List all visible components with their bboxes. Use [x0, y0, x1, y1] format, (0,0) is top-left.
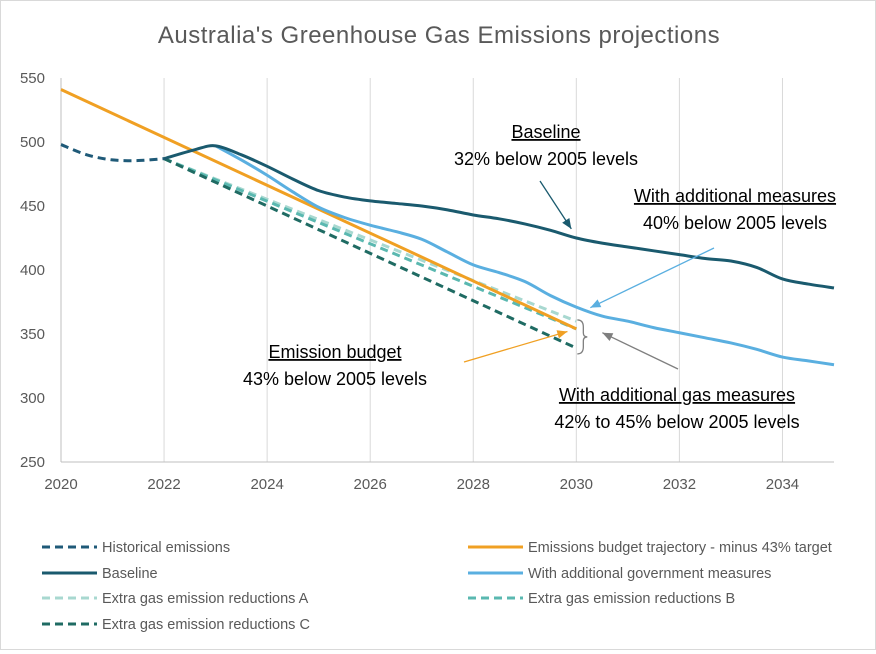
annotation-text-budget: 43% below 2005 levels [243, 369, 427, 389]
annotation-heading-additional: With additional measures [634, 186, 836, 206]
x-tick-label-2024: 2024 [250, 476, 283, 493]
annotations: Baseline 32% below 2005 levels With additi… [243, 122, 836, 432]
plot-series [60, 88, 835, 367]
chart-title: Australia's Greenhouse Gas Emissions pro… [158, 22, 720, 49]
y-tick-label-350: 350 [20, 326, 45, 343]
x-tick-label-2032: 2032 [663, 476, 696, 493]
annotation-heading-budget: Emission budget [268, 342, 401, 362]
legend-label-emissions-budget-trajectory-minus-43-target: Emissions budget trajectory - minus 43% … [528, 540, 832, 556]
y-tick-label-250: 250 [20, 454, 45, 471]
grid [60, 78, 834, 463]
legend-label-extra-gas-emission-reductions-a: Extra gas emission reductions A [102, 591, 309, 607]
series-line-extra-gas-emission-reductions-c [163, 157, 577, 350]
legend-label-extra-gas-emission-reductions-b: Extra gas emission reductions B [528, 591, 735, 607]
legend-label-extra-gas-emission-reductions-c: Extra gas emission reductions C [102, 617, 310, 633]
y-axis: 550 500 450 400 350 300 250 [20, 70, 45, 471]
legend-label-baseline: Baseline [102, 566, 158, 582]
y-tick-label-300: 300 [20, 390, 45, 407]
annotation-arrow-gas-head [602, 332, 614, 341]
annotation-arrow-additional [590, 247, 715, 309]
series-line-emissions-budget-trajectory-minus-43-target [60, 88, 577, 331]
y-tick-label-450: 450 [20, 198, 45, 215]
x-tick-label-2022: 2022 [147, 476, 180, 493]
legend-label-historical-emissions: Historical emissions [102, 540, 230, 556]
x-tick-label-2034: 2034 [766, 476, 799, 493]
x-tick-label-2030: 2030 [560, 476, 593, 493]
x-tick-label-2026: 2026 [354, 476, 387, 493]
annotation-arrow-additional-head [590, 299, 602, 308]
series-line-extra-gas-emission-reductions-a [163, 157, 577, 323]
legend-label-with-additional-government-measures: With additional government measures [528, 566, 771, 582]
x-axis: 2020 2022 2024 2026 2028 2030 2032 2034 [44, 476, 799, 493]
y-tick-label-500: 500 [20, 134, 45, 151]
annotation-arrow-gas [602, 332, 679, 370]
y-tick-label-550: 550 [20, 70, 45, 87]
y-tick-label-400: 400 [20, 262, 45, 279]
series-line-with-additional-government-measures [214, 144, 835, 367]
series-line-baseline [163, 144, 835, 290]
series-line-extra-gas-emission-reductions-b [163, 157, 577, 331]
annotation-arrow-budget [463, 330, 568, 363]
annotation-heading-baseline: Baseline [511, 122, 580, 142]
annotation-brace-gas [577, 319, 588, 355]
annotation-text-additional: 40% below 2005 levels [643, 213, 827, 233]
legend: Historical emissions Emissions budget tra… [42, 540, 832, 633]
annotation-text-gas: 42% to 45% below 2005 levels [554, 412, 799, 432]
annotation-arrow-budget-head [556, 330, 568, 339]
annotation-heading-gas: With additional gas measures [559, 385, 795, 405]
annotation-text-baseline: 32% below 2005 levels [454, 149, 638, 169]
annotation-arrow-baseline-head [562, 218, 572, 229]
x-tick-label-2028: 2028 [457, 476, 490, 493]
x-tick-label-2020: 2020 [44, 476, 77, 493]
series-line-historical-emissions [60, 143, 165, 163]
